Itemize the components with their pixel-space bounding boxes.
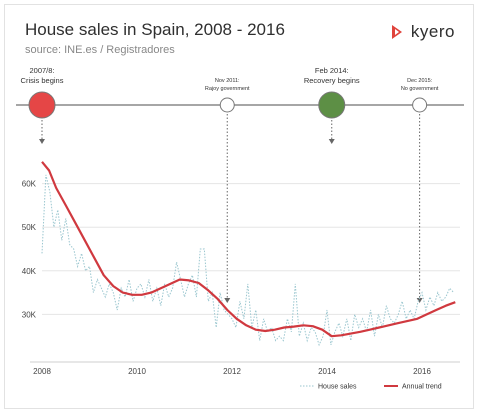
- legend: House sales Annual trend: [300, 384, 442, 391]
- grid-layer: [42, 183, 460, 315]
- y-tick-label: 50K: [22, 223, 37, 232]
- x-tick-label: 2008: [33, 367, 51, 376]
- event-label: Rajoy government: [205, 86, 250, 92]
- chart-title: House sales in Spain, 2008 - 2016: [25, 20, 285, 39]
- chart-card: House sales in Spain, 2008 - 2016 source…: [4, 4, 474, 409]
- event-marker: [318, 91, 346, 119]
- event-label: 2007/8:: [29, 66, 54, 75]
- event-label: Crisis begins: [21, 76, 64, 85]
- event-label: Recovery begins: [304, 76, 360, 85]
- event-arrow-icon: [328, 139, 335, 144]
- event-marker: [219, 97, 235, 113]
- timeline: 2007/8:Crisis begins Nov 2011: Rajoy gover…: [16, 66, 464, 303]
- legend-label: Annual trend: [402, 384, 442, 391]
- event-arrow-icon: [416, 298, 423, 303]
- kyero-logo: kyero: [389, 22, 455, 42]
- series-layer: [41, 161, 456, 347]
- axis-layer: 30K 40K 50K 60K 2008 2010 2012 2014 2016: [22, 180, 460, 376]
- y-tick-label: 40K: [22, 267, 37, 276]
- event-label: Dec 2015:: [407, 78, 433, 84]
- event-arrow-icon: [39, 139, 45, 144]
- event-label: Nov 2011:: [215, 78, 240, 84]
- kyero-logo-icon: [391, 25, 402, 39]
- event-marker: [28, 91, 56, 119]
- x-tick-label: 2010: [128, 367, 146, 376]
- x-tick-label: 2016: [413, 367, 431, 376]
- event-marker: [412, 97, 428, 113]
- event-label: No government: [401, 86, 439, 92]
- house-sales-line: [41, 174, 455, 347]
- x-tick-label: 2012: [223, 367, 241, 376]
- legend-label: House sales: [318, 384, 357, 391]
- x-tick-label: 2014: [318, 367, 336, 376]
- annual-trend-line: [41, 161, 456, 338]
- chart-source: source: INE.es / Registradores: [25, 44, 175, 56]
- y-tick-label: 60K: [22, 180, 37, 189]
- y-tick-label: 30K: [22, 310, 37, 319]
- logo-text: kyero: [410, 22, 455, 41]
- event-arrow-icon: [224, 298, 231, 303]
- event-label: Feb 2014:: [315, 66, 349, 75]
